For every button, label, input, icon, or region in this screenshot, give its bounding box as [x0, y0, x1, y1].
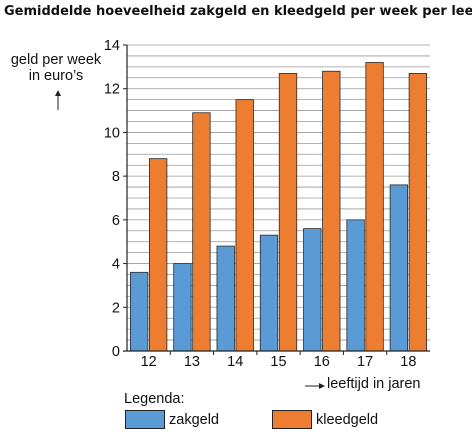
bar-zakgeld-17 — [347, 220, 365, 351]
x-axis-label-text: leeftijd in jaren — [327, 376, 421, 392]
bar-zakgeld-12 — [130, 272, 148, 351]
bar-kleedgeld-13 — [193, 113, 211, 351]
legend-label-kleedgeld: kleedgeld — [316, 412, 378, 428]
bar-kleedgeld-14 — [236, 100, 254, 351]
legend-swatch-kleedgeld — [272, 410, 312, 429]
bar-zakgeld-16 — [304, 229, 322, 351]
y-tick-label-10: 10 — [104, 125, 120, 141]
bar-kleedgeld-15 — [279, 73, 297, 351]
x-tick-label-16: 16 — [314, 354, 330, 370]
bar-kleedgeld-17 — [366, 62, 384, 351]
bar-zakgeld-15 — [260, 235, 278, 351]
bar-zakgeld-18 — [390, 185, 408, 351]
x-tick-label-17: 17 — [357, 354, 373, 370]
bar-zakgeld-13 — [174, 264, 192, 351]
bar-kleedgeld-16 — [323, 71, 341, 351]
y-tick-label-0: 0 — [112, 344, 120, 360]
legend-label-zakgeld: zakgeld — [169, 412, 219, 428]
x-tick-label-15: 15 — [270, 354, 286, 370]
y-tick-label-6: 6 — [112, 213, 120, 229]
legend-swatch-zakgeld — [125, 410, 165, 429]
legend-item-kleedgeld: kleedgeld — [272, 410, 378, 429]
legend-item-zakgeld: zakgeld — [125, 410, 219, 429]
bar-kleedgeld-18 — [409, 73, 427, 351]
y-tick-label-8: 8 — [112, 169, 120, 185]
y-tick-label-4: 4 — [112, 257, 120, 273]
bar-zakgeld-14 — [217, 246, 235, 351]
x-tick-label-14: 14 — [227, 354, 243, 370]
y-tick-label-14: 14 — [104, 38, 120, 54]
y-tick-label-12: 12 — [104, 82, 120, 98]
bar-kleedgeld-12 — [149, 159, 167, 351]
y-tick-label-2: 2 — [112, 300, 120, 316]
x-axis-label: leeftijd in jaren — [305, 376, 421, 392]
x-tick-label-12: 12 — [141, 354, 157, 370]
x-tick-label-13: 13 — [184, 354, 200, 370]
legend-title: Legenda: — [124, 391, 184, 407]
x-tick-label-18: 18 — [400, 354, 416, 370]
